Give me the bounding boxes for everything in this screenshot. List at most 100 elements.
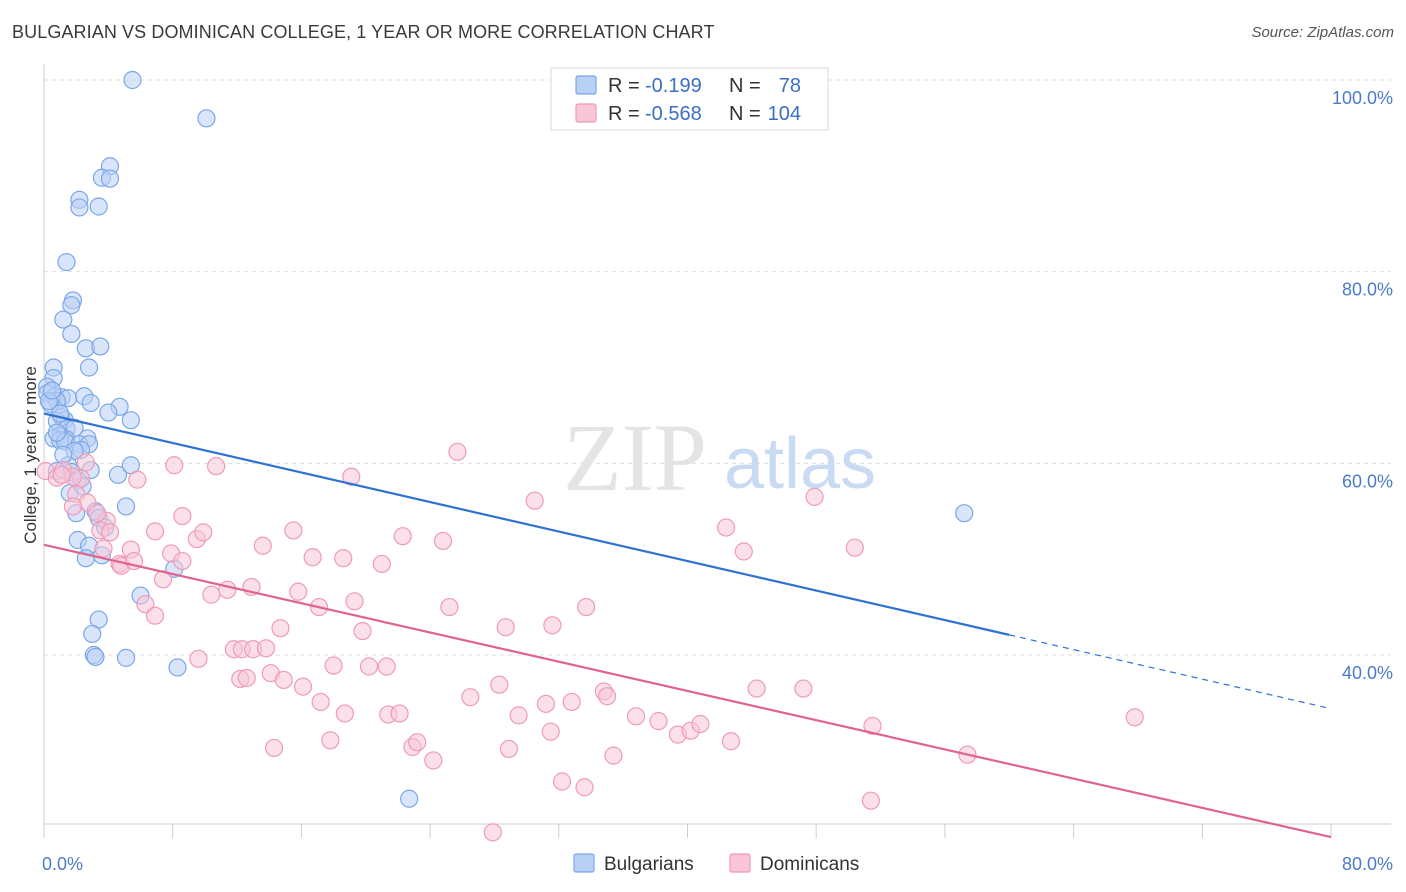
tick-labels: 40.0% 60.0% 80.0% 100.0% 0.0% 80.0% (42, 88, 1393, 874)
dominican-point (721, 732, 741, 751)
dominican-point (562, 692, 581, 712)
dominican-point (189, 649, 208, 668)
dominican-point (63, 497, 83, 516)
watermark-zip: ZIP (563, 404, 707, 511)
dominican-point (490, 675, 509, 694)
dominican-point (861, 791, 880, 810)
dominican-point (293, 677, 313, 696)
dominican-point (87, 504, 107, 523)
bottom-legend-label: Bulgarians (604, 854, 694, 875)
dominican-point (173, 506, 192, 526)
legend-n-label: N = (729, 103, 761, 125)
bulgarian-point (400, 789, 419, 808)
dominican-point (499, 739, 519, 759)
dominican-point (218, 580, 237, 599)
bulgarian-point (108, 465, 128, 484)
bulgarian-point (197, 109, 216, 128)
dominican-point (390, 704, 409, 723)
chart-title: BULGARIAN VS DOMINICAN COLLEGE, 1 YEAR O… (12, 22, 715, 42)
dominican-point (353, 621, 372, 641)
legend-swatch (575, 75, 597, 95)
dominican-point (393, 527, 412, 546)
bulgarian-point (116, 648, 136, 667)
bulgarian-point (81, 393, 100, 413)
dominican-point (264, 738, 284, 758)
dominican-point (345, 592, 364, 611)
dominican-point (734, 542, 753, 561)
legend: R = -0.199 N = 78 R = -0.568 N = 104 (550, 67, 829, 131)
dominican-point (448, 442, 467, 461)
dominican-point (145, 606, 165, 625)
legend-r-label: R = (608, 103, 640, 125)
bulgarian-point (121, 411, 140, 430)
legend-box (550, 67, 829, 131)
trend-lines (43, 412, 1332, 839)
legend-swatch (575, 103, 597, 123)
dominican-point (324, 656, 343, 675)
dominican-point (408, 733, 427, 752)
points (36, 70, 1144, 842)
dominican-point (626, 707, 646, 726)
dominican-point (863, 716, 882, 736)
dominican-point (359, 657, 379, 676)
bulgarian-point (62, 324, 81, 344)
dominican-point (461, 688, 480, 707)
bulgarian-point (79, 358, 99, 377)
dominican-point (691, 714, 710, 734)
y-tick-label: 40.0% (1342, 663, 1393, 683)
y-axis-label: College, 1 year or more (21, 366, 40, 544)
bulgarian-trend-line (43, 412, 1010, 636)
dominican-point (525, 491, 544, 510)
legend-n-value: 78 (779, 75, 801, 97)
legend-n-value: 104 (768, 103, 801, 125)
bottom-legend: Bulgarians Dominicans (573, 853, 859, 875)
dominican-point (747, 679, 766, 698)
bulgarian-point (42, 381, 62, 400)
bulgarian-point (116, 497, 136, 516)
dominican-point (76, 453, 95, 472)
dominican-point (552, 772, 572, 791)
dominican-point (289, 582, 308, 601)
bulgarian-point (86, 647, 105, 667)
dominican-point (173, 551, 192, 571)
legend-r-value: -0.199 (645, 75, 702, 97)
dominican-point (597, 687, 617, 706)
dominican-point (483, 823, 502, 842)
dominican-point (342, 467, 361, 486)
dominican-point (303, 548, 322, 567)
legend-r-value: -0.568 (645, 103, 702, 125)
dominican-point (94, 539, 113, 558)
y-tick-label: 60.0% (1342, 471, 1393, 491)
bulgarian-point (54, 310, 73, 329)
dominican-point (334, 549, 353, 568)
bulgarian-point (91, 337, 110, 356)
x-tick-label: 0.0% (42, 854, 83, 874)
bulgarian-point (89, 197, 108, 216)
bulgarian-point (47, 423, 66, 442)
legend-n-label: N = (729, 75, 761, 97)
dominican-point (377, 657, 396, 676)
bulgarian-point (57, 252, 76, 272)
dominican-point (805, 487, 824, 506)
bulgarian-point (168, 658, 187, 677)
dominican-point (284, 521, 303, 540)
dominican-point (335, 704, 354, 723)
watermark: ZIP atlas (563, 404, 876, 511)
dominican-point (271, 619, 290, 638)
dominican-point (604, 746, 623, 765)
bottom-legend-swatch (729, 853, 751, 873)
dominican-point (541, 722, 560, 741)
dominican-point (100, 523, 120, 542)
bulgarian-point (70, 198, 89, 217)
dominican-point (649, 712, 668, 731)
dominican-point (543, 616, 562, 635)
dominican-point (202, 585, 221, 604)
legend-r-label: R = (608, 75, 640, 97)
watermark-atlas: atlas (724, 424, 876, 504)
bulgarian-point (54, 445, 73, 464)
dominican-point (311, 692, 330, 712)
bottom-legend-label: Dominicans (760, 854, 859, 875)
dominican-point (237, 668, 256, 688)
x-tick-label: 80.0% (1342, 854, 1393, 874)
dominican-point (145, 522, 165, 541)
